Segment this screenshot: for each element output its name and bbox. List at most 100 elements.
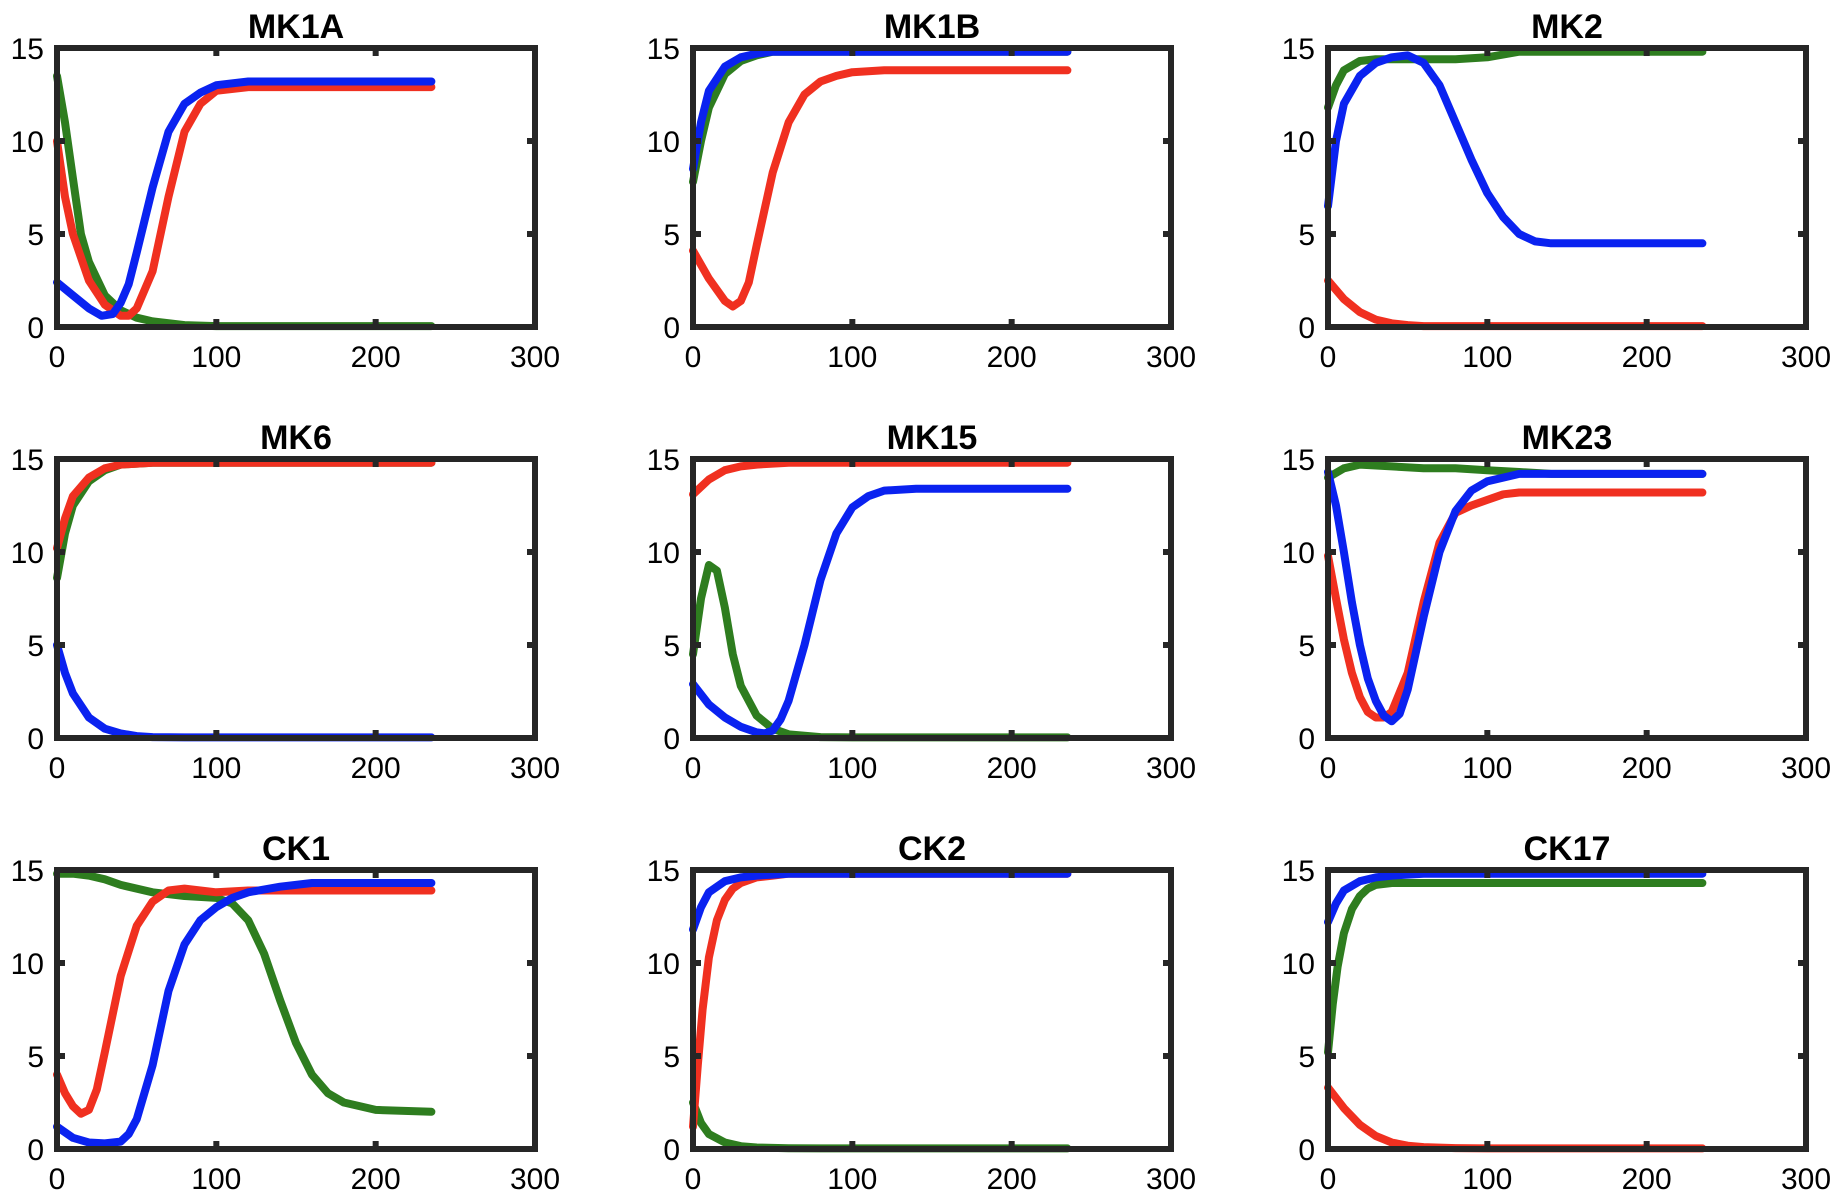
x-tick-label: 300 xyxy=(1781,752,1831,785)
series-line-blue xyxy=(689,869,1072,934)
series-line-green xyxy=(53,869,436,1116)
axes-box xyxy=(690,867,1174,1152)
x-tick-label: 0 xyxy=(49,752,66,785)
panel-title: CK2 xyxy=(898,830,966,868)
x-tick-label: 0 xyxy=(1320,341,1337,374)
panel-ck1: 0 100 200 300 0 5 10 15 CK1 xyxy=(11,830,560,1196)
x-tick-label: 100 xyxy=(827,1163,877,1196)
panel-ck2: 0 100 200 300 0 5 10 15 CK2 xyxy=(647,830,1196,1196)
axes-box xyxy=(1325,45,1809,330)
y-tick-label: 5 xyxy=(27,219,44,252)
panel-title: MK15 xyxy=(887,419,978,457)
panel-ck17: 0 100 200 300 0 5 10 15 CK17 xyxy=(1282,830,1831,1196)
x-tick-label: 300 xyxy=(1146,341,1196,374)
panel-title: MK23 xyxy=(1522,419,1613,457)
y-tick-label: 5 xyxy=(1298,219,1315,252)
x-tick-label: 0 xyxy=(685,341,702,374)
series-line-green xyxy=(1324,879,1707,1057)
x-tick-label: 300 xyxy=(1781,1163,1831,1196)
y-tick-label: 0 xyxy=(1298,1134,1315,1167)
series-line-blue xyxy=(689,484,1072,738)
series-line-blue xyxy=(689,47,1072,173)
x-tick-label: 300 xyxy=(510,752,560,785)
x-tick-label: 100 xyxy=(191,1163,241,1196)
series-line-red xyxy=(689,458,1072,499)
x-tick-label: 100 xyxy=(191,752,241,785)
panel-title: MK1B xyxy=(884,8,980,46)
y-tick-label: 10 xyxy=(647,537,680,570)
y-tick-label: 5 xyxy=(1298,1041,1315,1074)
x-tick-label: 200 xyxy=(987,1163,1037,1196)
y-tick-label: 5 xyxy=(663,1041,680,1074)
y-tick-label: 5 xyxy=(27,1041,44,1074)
series-line-blue xyxy=(1324,51,1707,248)
series-line-green xyxy=(689,561,1072,742)
series-line-red xyxy=(1324,488,1707,722)
x-tick-label: 0 xyxy=(685,1163,702,1196)
x-tick-label: 200 xyxy=(1622,341,1672,374)
series-line-blue xyxy=(53,879,436,1148)
x-tick-label: 0 xyxy=(685,752,702,785)
series-line-blue xyxy=(53,641,436,742)
panel-mk15: 0 100 200 300 0 5 10 15 MK15 xyxy=(647,419,1196,785)
panel-mk2: 0 100 200 300 0 5 10 15 MK2 xyxy=(1282,8,1831,374)
x-tick-label: 300 xyxy=(1781,341,1831,374)
panel-title: MK2 xyxy=(1531,8,1603,46)
x-tick-label: 100 xyxy=(1462,752,1512,785)
x-tick-label: 200 xyxy=(987,752,1037,785)
y-tick-label: 0 xyxy=(663,1134,680,1167)
axes-box xyxy=(1325,867,1809,1152)
panel-title: MK1A xyxy=(248,8,344,46)
y-tick-label: 10 xyxy=(11,126,44,159)
panel-mk6: 0 100 200 300 0 5 10 15 MK6 xyxy=(11,419,560,785)
series-line-red xyxy=(53,83,436,320)
series-line-red xyxy=(53,458,436,553)
y-tick-label: 5 xyxy=(27,630,44,663)
x-tick-label: 300 xyxy=(1146,1163,1196,1196)
y-tick-label: 10 xyxy=(647,126,680,159)
y-tick-label: 15 xyxy=(647,33,680,66)
axes-box xyxy=(1325,456,1809,741)
axes-box xyxy=(690,456,1174,741)
panel-title: CK1 xyxy=(262,830,330,868)
y-tick-label: 0 xyxy=(663,312,680,345)
y-tick-label: 0 xyxy=(663,723,680,756)
y-tick-label: 15 xyxy=(11,855,44,888)
y-tick-label: 15 xyxy=(647,444,680,477)
series-line-blue xyxy=(1324,869,1707,927)
panel-mk1b: 0 100 200 300 0 5 10 15 MK1B xyxy=(647,8,1196,374)
y-tick-label: 10 xyxy=(11,948,44,981)
x-tick-label: 100 xyxy=(1462,341,1512,374)
series-line-green xyxy=(53,71,436,331)
y-tick-label: 5 xyxy=(1298,630,1315,663)
x-tick-label: 200 xyxy=(1622,752,1672,785)
panel-title: MK6 xyxy=(260,419,332,457)
x-tick-label: 0 xyxy=(49,341,66,374)
y-tick-label: 0 xyxy=(27,723,44,756)
axes-box xyxy=(690,45,1174,330)
y-tick-label: 10 xyxy=(11,537,44,570)
x-tick-label: 300 xyxy=(510,1163,560,1196)
x-tick-label: 0 xyxy=(1320,752,1337,785)
x-tick-label: 200 xyxy=(987,341,1037,374)
y-tick-label: 15 xyxy=(1282,33,1315,66)
y-tick-label: 10 xyxy=(1282,126,1315,159)
series-line-blue xyxy=(53,77,436,320)
x-tick-label: 100 xyxy=(827,752,877,785)
x-tick-label: 100 xyxy=(191,341,241,374)
panel-title: CK17 xyxy=(1524,830,1611,868)
x-tick-label: 100 xyxy=(827,341,877,374)
y-tick-label: 10 xyxy=(1282,948,1315,981)
y-tick-label: 15 xyxy=(11,444,44,477)
y-tick-label: 15 xyxy=(1282,444,1315,477)
y-tick-label: 0 xyxy=(27,1134,44,1167)
series-line-red xyxy=(689,66,1072,311)
y-tick-label: 15 xyxy=(647,855,680,888)
x-tick-label: 200 xyxy=(351,752,401,785)
y-tick-label: 15 xyxy=(1282,855,1315,888)
x-tick-label: 300 xyxy=(1146,752,1196,785)
series-line-blue xyxy=(1324,468,1707,726)
series-line-red xyxy=(1324,1083,1707,1153)
y-tick-label: 5 xyxy=(663,219,680,252)
